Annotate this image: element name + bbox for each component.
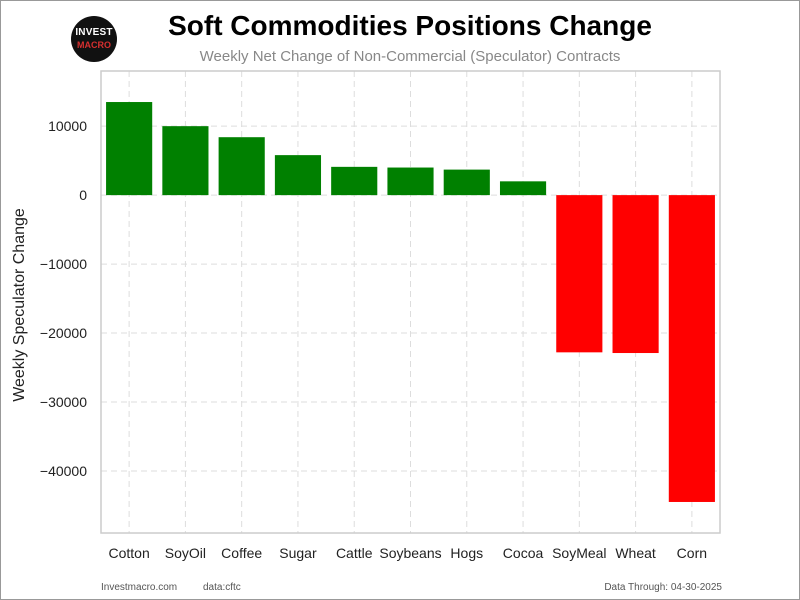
bar-coffee xyxy=(218,137,265,196)
x-tick-label: Cocoa xyxy=(503,545,544,561)
logo-line2: MACRO xyxy=(77,40,111,50)
y-tick-label: −40000 xyxy=(40,463,87,479)
bar-cocoa xyxy=(499,181,547,196)
logo-line1: INVEST xyxy=(75,27,113,38)
x-tick-label: Hogs xyxy=(450,545,483,561)
investmacro-logo: INVEST MACRO xyxy=(71,16,117,62)
x-tick-label: Cotton xyxy=(109,545,150,561)
x-tick-label: Cattle xyxy=(336,545,373,561)
bar-soymeal xyxy=(556,195,603,353)
bar-hogs xyxy=(443,169,490,196)
bar-soyoil xyxy=(162,126,209,196)
x-tick-label: Corn xyxy=(677,545,707,561)
bar-soybeans xyxy=(387,167,434,196)
x-tick-label: Soybeans xyxy=(379,545,441,561)
y-tick-label: 10000 xyxy=(48,118,87,134)
chart-subtitle: Weekly Net Change of Non-Commercial (Spe… xyxy=(199,48,621,65)
footer-source: data:cftc xyxy=(203,582,241,593)
bar-corn xyxy=(668,195,715,502)
x-tick-label: Coffee xyxy=(221,545,262,561)
footer-data-through: Data Through: 04-30-2025 xyxy=(604,582,722,593)
bar-wheat xyxy=(612,195,659,354)
plot-area-border xyxy=(100,70,721,534)
x-tick-label: SoyMeal xyxy=(552,545,606,561)
y-tick-label: −20000 xyxy=(40,325,87,341)
bar-sugar xyxy=(274,155,322,196)
y-tick-label: −30000 xyxy=(40,394,87,410)
bar-cotton xyxy=(106,102,153,196)
x-tick-label: Wheat xyxy=(615,545,656,561)
y-tick-label: 0 xyxy=(79,187,87,203)
y-tick-label: −10000 xyxy=(40,256,87,272)
footer-site: Investmacro.com xyxy=(101,582,178,593)
chart-title: Soft Commodities Positions Change xyxy=(168,10,652,41)
x-tick-label: Sugar xyxy=(279,545,317,561)
bar-cattle xyxy=(331,166,378,196)
x-tick-label: SoyOil xyxy=(165,545,206,561)
